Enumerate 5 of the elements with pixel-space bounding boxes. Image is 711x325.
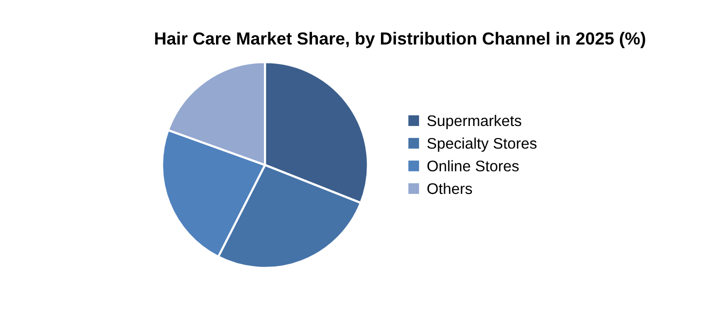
legend-label: Others [427,182,472,194]
legend-label: Supermarkets [427,114,522,130]
legend-label: Specialty Stores [427,138,537,152]
chart-title: Hair Care Market Share, by Distribution Channel in 2025 (%) [155,32,646,48]
legend-label: Online Stores [427,160,519,172]
